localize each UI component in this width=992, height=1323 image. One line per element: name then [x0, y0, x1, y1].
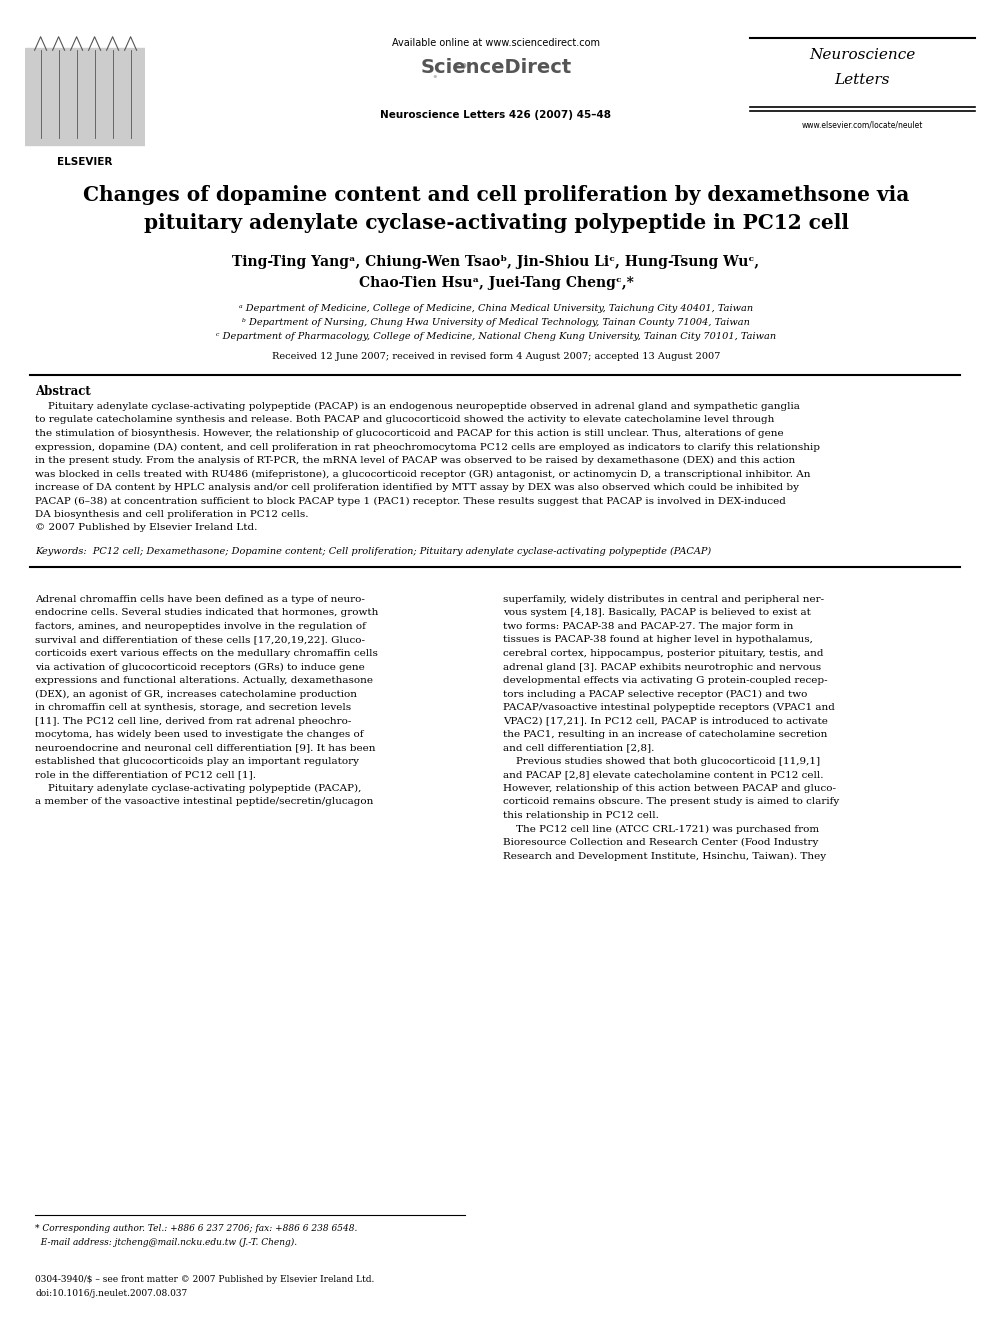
Text: Adrenal chromaffin cells have been defined as a type of neuro­: Adrenal chromaffin cells have been defin… — [35, 595, 365, 605]
Text: expression, dopamine (DA) content, and cell proliferation in rat pheochromocytom: expression, dopamine (DA) content, and c… — [35, 442, 820, 451]
Text: ᵇ Department of Nursing, Chung Hwa University of Medical Technology, Tainan Coun: ᵇ Department of Nursing, Chung Hwa Unive… — [242, 318, 750, 327]
Text: and cell differentiation [2,8].: and cell differentiation [2,8]. — [503, 744, 655, 753]
Text: a member of the vasoactive intestinal peptide/secretin/glucagon: a member of the vasoactive intestinal pe… — [35, 798, 373, 807]
Text: tissues is PACAP-38 found at higher level in hypothalamus,: tissues is PACAP-38 found at higher leve… — [503, 635, 812, 644]
Text: developmental effects via activating G protein-coupled recep­: developmental effects via activating G p… — [503, 676, 827, 685]
Text: Previous studies showed that both glucocorticoid [11,9,1]: Previous studies showed that both glucoc… — [503, 757, 820, 766]
Text: Keywords:  PC12 cell; Dexamethasone; Dopamine content; Cell proliferation; Pitui: Keywords: PC12 cell; Dexamethasone; Dopa… — [35, 546, 711, 556]
Text: PACAP/vasoactive intestinal polypeptide receptors (VPAC1 and: PACAP/vasoactive intestinal polypeptide … — [503, 703, 835, 712]
Text: Research and Development Institute, Hsinchu, Taiwan). They: Research and Development Institute, Hsin… — [503, 852, 826, 861]
Text: ELSEVIER: ELSEVIER — [58, 157, 113, 167]
Text: and PACAP [2,8] elevate catecholamine content in PC12 cell.: and PACAP [2,8] elevate catecholamine co… — [503, 770, 823, 779]
Text: Changes of dopamine content and cell proliferation by dexamethsone via: Changes of dopamine content and cell pro… — [82, 185, 910, 205]
Text: expressions and functional alterations. Actually, dexamethasone: expressions and functional alterations. … — [35, 676, 373, 685]
Text: corticoid remains obscure. The present study is aimed to clarify: corticoid remains obscure. The present s… — [503, 798, 839, 807]
Text: Available online at www.sciencedirect.com: Available online at www.sciencedirect.co… — [392, 38, 600, 48]
Text: The PC12 cell line (ATCC CRL-1721) was purchased from: The PC12 cell line (ATCC CRL-1721) was p… — [503, 824, 819, 833]
Text: to regulate catecholamine synthesis and release. Both PACAP and glucocorticoid s: to regulate catecholamine synthesis and … — [35, 415, 775, 425]
Text: the stimulation of biosynthesis. However, the relationship of glucocorticoid and: the stimulation of biosynthesis. However… — [35, 429, 784, 438]
Text: factors, amines, and neuropeptides involve in the regulation of: factors, amines, and neuropeptides invol… — [35, 622, 366, 631]
Text: 0304-3940/$ – see front matter © 2007 Published by Elsevier Ireland Ltd.: 0304-3940/$ – see front matter © 2007 Pu… — [35, 1275, 374, 1285]
Text: ••: •• — [451, 60, 469, 75]
Text: © 2007 Published by Elsevier Ireland Ltd.: © 2007 Published by Elsevier Ireland Ltd… — [35, 524, 257, 532]
Text: VPAC2) [17,21]. In PC12 cell, PACAP is introduced to activate: VPAC2) [17,21]. In PC12 cell, PACAP is i… — [503, 717, 828, 725]
Text: was blocked in cells treated with RU486 (mifepristone), a glucocorticoid recepto: was blocked in cells treated with RU486 … — [35, 470, 810, 479]
Text: Chao-Tien Hsuᵃ, Juei-Tang Chengᶜ,*: Chao-Tien Hsuᵃ, Juei-Tang Chengᶜ,* — [358, 277, 634, 290]
Text: survival and differentiation of these cells [17,20,19,22]. Gluco­: survival and differentiation of these ce… — [35, 635, 365, 644]
Text: this relationship in PC12 cell.: this relationship in PC12 cell. — [503, 811, 659, 820]
Text: Abstract: Abstract — [35, 385, 90, 398]
Text: However, relationship of this action between PACAP and gluco­: However, relationship of this action bet… — [503, 785, 836, 792]
Text: increase of DA content by HPLC analysis and/or cell proliferation identified by : increase of DA content by HPLC analysis … — [35, 483, 799, 492]
Text: vous system [4,18]. Basically, PACAP is believed to exist at: vous system [4,18]. Basically, PACAP is … — [503, 609, 810, 618]
Text: Neuroscience: Neuroscience — [808, 48, 916, 62]
Text: Ting-Ting Yangᵃ, Chiung-Wen Tsaoᵇ, Jin-Shiou Liᶜ, Hung-Tsung Wuᶜ,: Ting-Ting Yangᵃ, Chiung-Wen Tsaoᵇ, Jin-S… — [232, 255, 760, 269]
Text: •: • — [432, 71, 438, 82]
Text: Bioresource Collection and Research Center (Food Industry: Bioresource Collection and Research Cent… — [503, 837, 818, 847]
Text: in chromaffin cell at synthesis, storage, and secretion levels: in chromaffin cell at synthesis, storage… — [35, 703, 351, 712]
Text: pituitary adenylate cyclase-activating polypeptide in PC12 cell: pituitary adenylate cyclase-activating p… — [144, 213, 848, 233]
Text: (DEX), an agonist of GR, increases catecholamine production: (DEX), an agonist of GR, increases catec… — [35, 689, 357, 699]
Text: Pituitary adenylate cyclase-activating polypeptide (PACAP) is an endogenous neur: Pituitary adenylate cyclase-activating p… — [35, 402, 800, 411]
Text: Received 12 June 2007; received in revised form 4 August 2007; accepted 13 Augus: Received 12 June 2007; received in revis… — [272, 352, 720, 361]
Text: superfamily, widely distributes in central and peripheral ner­: superfamily, widely distributes in centr… — [503, 595, 824, 605]
Text: Pituitary adenylate cyclase-activating polypeptide (PACAP),: Pituitary adenylate cyclase-activating p… — [35, 785, 361, 792]
Text: doi:10.1016/j.neulet.2007.08.037: doi:10.1016/j.neulet.2007.08.037 — [35, 1289, 187, 1298]
Text: www.elsevier.com/locate/neulet: www.elsevier.com/locate/neulet — [802, 120, 923, 130]
Text: adrenal gland [3]. PACAP exhibits neurotrophic and nervous: adrenal gland [3]. PACAP exhibits neurot… — [503, 663, 821, 672]
Text: [11]. The PC12 cell line, derived from rat adrenal pheochro­: [11]. The PC12 cell line, derived from r… — [35, 717, 351, 725]
Text: * Corresponding author. Tel.: +886 6 237 2706; fax: +886 6 238 6548.: * Corresponding author. Tel.: +886 6 237… — [35, 1224, 357, 1233]
Text: endocrine cells. Several studies indicated that hormones, growth: endocrine cells. Several studies indicat… — [35, 609, 378, 618]
Text: the PAC1, resulting in an increase of catecholamine secretion: the PAC1, resulting in an increase of ca… — [503, 730, 827, 740]
Bar — [25, 48, 145, 144]
Text: via activation of glucocorticoid receptors (GRs) to induce gene: via activation of glucocorticoid recepto… — [35, 663, 365, 672]
Text: Neuroscience Letters 426 (2007) 45–48: Neuroscience Letters 426 (2007) 45–48 — [381, 110, 611, 120]
Text: mocytoma, has widely been used to investigate the changes of: mocytoma, has widely been used to invest… — [35, 730, 363, 740]
Text: role in the differentiation of PC12 cell [1].: role in the differentiation of PC12 cell… — [35, 770, 256, 779]
Text: cerebral cortex, hippocampus, posterior pituitary, testis, and: cerebral cortex, hippocampus, posterior … — [503, 650, 823, 658]
Text: two forms: PACAP-38 and PACAP-27. The major form in: two forms: PACAP-38 and PACAP-27. The ma… — [503, 622, 794, 631]
Text: established that glucocorticoids play an important regulatory: established that glucocorticoids play an… — [35, 757, 359, 766]
Text: tors including a PACAP selective receptor (PAC1) and two: tors including a PACAP selective recepto… — [503, 689, 807, 699]
Text: Letters: Letters — [834, 73, 890, 87]
Text: in the present study. From the analysis of RT-PCR, the mRNA level of PACAP was o: in the present study. From the analysis … — [35, 456, 796, 466]
Text: ᶜ Department of Pharmacology, College of Medicine, National Cheng Kung Universit: ᶜ Department of Pharmacology, College of… — [216, 332, 776, 341]
Text: E-mail address: jtcheng@mail.ncku.edu.tw (J.-T. Cheng).: E-mail address: jtcheng@mail.ncku.edu.tw… — [35, 1238, 298, 1248]
Text: corticoids exert various effects on the medullary chromaffin cells: corticoids exert various effects on the … — [35, 650, 378, 658]
Text: PACAP (6–38) at concentration sufficient to block PACAP type 1 (PAC1) receptor. : PACAP (6–38) at concentration sufficient… — [35, 496, 786, 505]
Text: ScienceDirect: ScienceDirect — [421, 58, 571, 77]
Text: ᵃ Department of Medicine, College of Medicine, China Medical University, Taichun: ᵃ Department of Medicine, College of Med… — [239, 304, 753, 314]
Text: neuroendocrine and neuronal cell differentiation [9]. It has been: neuroendocrine and neuronal cell differe… — [35, 744, 376, 753]
Text: DA biosynthesis and cell proliferation in PC12 cells.: DA biosynthesis and cell proliferation i… — [35, 509, 309, 519]
